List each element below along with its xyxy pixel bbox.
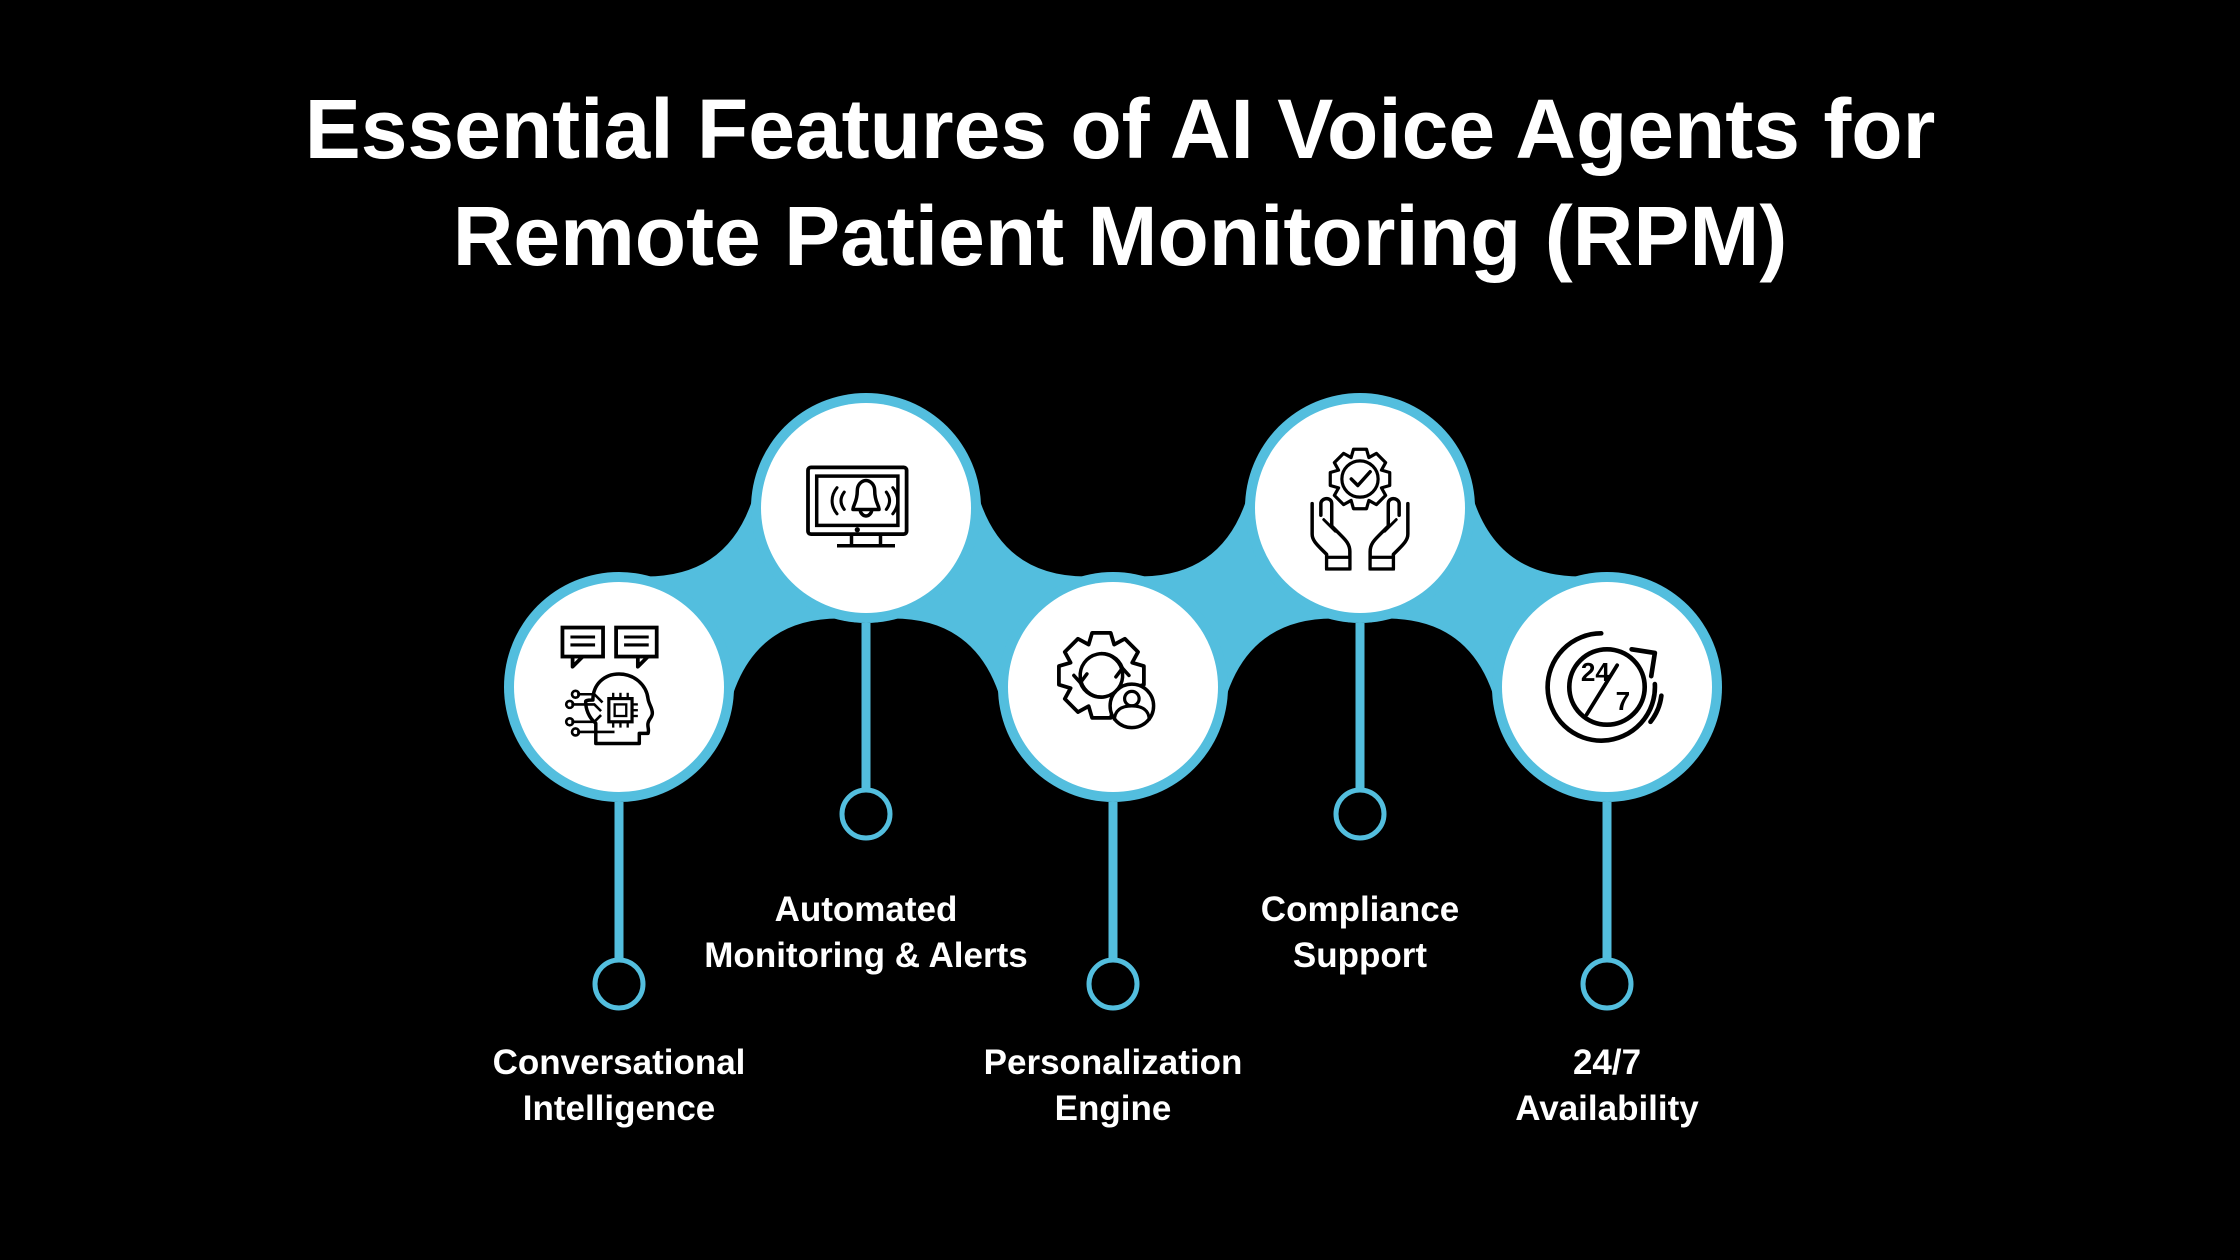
svg-text:7: 7 bbox=[1616, 686, 1631, 716]
